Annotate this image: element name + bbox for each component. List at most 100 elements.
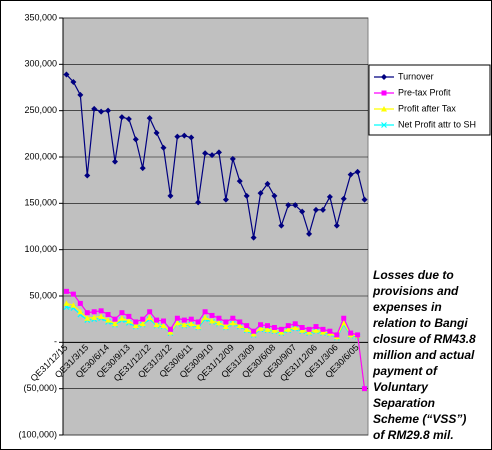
annotation: million and actual bbox=[373, 348, 475, 362]
point bbox=[126, 313, 132, 319]
point bbox=[223, 319, 229, 325]
point bbox=[139, 165, 146, 172]
point bbox=[292, 321, 298, 327]
point bbox=[202, 150, 209, 157]
point bbox=[340, 319, 347, 326]
point bbox=[250, 234, 257, 241]
point bbox=[70, 302, 77, 308]
point bbox=[91, 105, 98, 112]
point bbox=[306, 326, 312, 332]
point bbox=[154, 317, 160, 323]
point bbox=[98, 313, 105, 319]
point bbox=[195, 199, 202, 206]
y-tick-label: 150,000 bbox=[24, 198, 57, 208]
point bbox=[354, 168, 361, 175]
point bbox=[278, 222, 285, 229]
point bbox=[244, 323, 250, 329]
annotation: Scheme (“VSS”) bbox=[373, 412, 466, 426]
point bbox=[195, 323, 202, 330]
annotation: Separation bbox=[373, 396, 435, 410]
point bbox=[306, 230, 313, 237]
point bbox=[299, 208, 306, 215]
point bbox=[209, 152, 216, 159]
point bbox=[216, 315, 222, 321]
point bbox=[132, 322, 139, 329]
point bbox=[84, 315, 91, 321]
point bbox=[341, 315, 347, 321]
point bbox=[153, 321, 160, 328]
point bbox=[160, 322, 167, 329]
point bbox=[319, 206, 326, 213]
point bbox=[222, 196, 229, 203]
point bbox=[209, 312, 215, 318]
series-line bbox=[66, 74, 366, 238]
y-tick-label: (50,000) bbox=[23, 383, 57, 393]
point bbox=[264, 323, 270, 329]
y-tick-label: 250,000 bbox=[24, 105, 57, 115]
point bbox=[77, 91, 84, 98]
point bbox=[306, 329, 313, 335]
point bbox=[257, 190, 264, 197]
point bbox=[381, 90, 387, 96]
point bbox=[111, 158, 118, 165]
point bbox=[299, 325, 305, 331]
point bbox=[236, 178, 243, 185]
legend-label: Pre-tax Profit bbox=[398, 87, 451, 97]
point bbox=[98, 108, 105, 115]
point bbox=[167, 326, 173, 332]
point bbox=[174, 319, 181, 326]
point bbox=[222, 323, 229, 330]
point bbox=[264, 326, 271, 332]
point bbox=[271, 192, 278, 199]
annotation: expenses in bbox=[373, 300, 442, 314]
point bbox=[63, 71, 70, 78]
point bbox=[140, 316, 146, 322]
point bbox=[347, 171, 354, 178]
point bbox=[340, 195, 347, 202]
point bbox=[63, 300, 70, 306]
point bbox=[202, 314, 209, 320]
point bbox=[334, 332, 340, 338]
legend-label: Net Profit attr to SH bbox=[398, 119, 476, 129]
point bbox=[313, 327, 320, 333]
point bbox=[188, 134, 195, 141]
point bbox=[355, 332, 361, 338]
plot-area bbox=[62, 17, 369, 436]
point bbox=[77, 300, 83, 306]
point bbox=[105, 312, 111, 318]
point bbox=[299, 327, 306, 333]
point bbox=[161, 318, 167, 324]
point bbox=[381, 106, 387, 112]
point bbox=[319, 329, 326, 335]
point bbox=[229, 155, 236, 162]
point bbox=[258, 322, 264, 328]
point bbox=[146, 115, 153, 122]
point bbox=[63, 288, 69, 294]
point bbox=[313, 206, 320, 213]
point bbox=[292, 202, 299, 209]
point bbox=[188, 316, 194, 322]
annotation: of RM29.8 mil. bbox=[373, 428, 454, 442]
annotation: relation to Bangi bbox=[373, 316, 468, 330]
legend-label: Turnover bbox=[398, 71, 434, 81]
point bbox=[237, 319, 243, 325]
annotation: closure of RM43.8 bbox=[373, 332, 476, 346]
point bbox=[243, 192, 250, 199]
y-tick-label: - bbox=[54, 337, 57, 347]
point bbox=[111, 320, 118, 327]
point bbox=[84, 172, 91, 179]
annotation: provisions and bbox=[372, 284, 459, 298]
point bbox=[118, 315, 125, 321]
point bbox=[125, 318, 132, 324]
point bbox=[381, 122, 387, 128]
point bbox=[381, 74, 387, 80]
point bbox=[215, 319, 222, 326]
point bbox=[230, 315, 236, 321]
point bbox=[195, 319, 201, 325]
point bbox=[348, 330, 354, 336]
point bbox=[133, 319, 139, 325]
point bbox=[167, 329, 174, 335]
point bbox=[271, 327, 278, 333]
point bbox=[278, 326, 284, 332]
point bbox=[257, 325, 264, 331]
